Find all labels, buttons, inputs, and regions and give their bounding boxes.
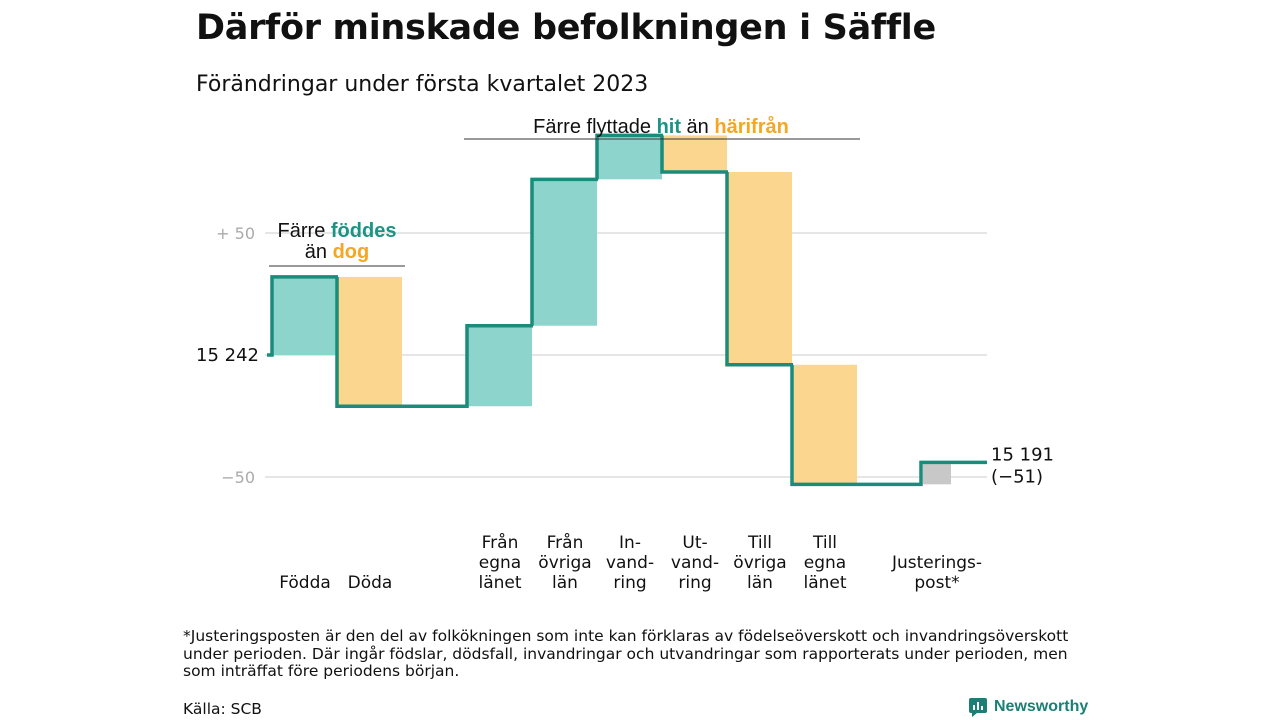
category-label: In- xyxy=(619,533,641,553)
chart-subtitle: Förändringar under första kvartalet 2023 xyxy=(196,72,649,97)
category-label: egna xyxy=(804,553,846,573)
annotation-part: dog xyxy=(333,241,370,263)
annotation-part: än xyxy=(305,241,333,263)
category-label: länet xyxy=(478,573,521,593)
waterfall-bar xyxy=(598,135,662,180)
newsworthy-logo-icon xyxy=(969,698,987,717)
waterfall-bar xyxy=(923,462,951,485)
y-tick-label: −50 xyxy=(221,468,255,487)
category-label: län xyxy=(552,573,578,593)
annotation-part: Färre xyxy=(278,220,331,242)
start-value-label: 15 242 xyxy=(196,345,259,366)
waterfall-bar xyxy=(338,276,402,407)
annotation-part: Färre flyttade xyxy=(533,116,656,138)
category-label: Ut- xyxy=(682,533,707,553)
annotation-part: hit xyxy=(657,116,682,138)
annotation-part: än xyxy=(681,116,714,138)
category-label: län xyxy=(747,573,773,593)
annotation-part: härifrån xyxy=(714,115,788,138)
y-tick-label: + 50 xyxy=(216,224,255,243)
category-label: egna xyxy=(479,553,521,573)
annotation-born-vs-died-line1: Färre föddes xyxy=(278,220,397,242)
category-label: Till xyxy=(747,533,772,553)
waterfall-bar xyxy=(663,135,727,172)
waterfall-bar xyxy=(273,276,337,355)
category-label: vand- xyxy=(606,553,654,573)
waterfall-bar xyxy=(728,172,792,365)
waterfall-bar xyxy=(533,179,597,326)
category-label: post* xyxy=(914,573,959,593)
category-label: Från xyxy=(482,532,519,553)
category-label: Från xyxy=(547,532,584,553)
end-change-label: (−51) xyxy=(991,466,1043,487)
source-note: Källa: SCB xyxy=(183,700,262,718)
category-label: länet xyxy=(803,573,846,593)
annotation-moves: Färre flyttade hit än härifrån xyxy=(533,115,789,138)
end-value-label: 15 191 xyxy=(991,444,1054,465)
category-label: Till xyxy=(812,533,837,553)
annotation-born-vs-died-line2: än dog xyxy=(305,241,369,263)
footnote: *Justeringsposten är den del av folkökni… xyxy=(183,627,1069,680)
category-label: Födda xyxy=(279,573,331,593)
category-label: övriga xyxy=(733,553,786,573)
waterfall-bar xyxy=(468,325,532,407)
category-label: Justerings- xyxy=(891,553,982,573)
category-label: ring xyxy=(613,573,646,593)
brand-name: Newsworthy xyxy=(994,698,1089,715)
brand-logo: Newsworthy xyxy=(968,697,1088,717)
category-label: Döda xyxy=(348,573,393,593)
annotation-part: föddes xyxy=(331,220,397,242)
category-label: vand- xyxy=(671,553,719,573)
category-label: ring xyxy=(678,573,711,593)
chart-title: Därför minskade befolkningen i Säffle xyxy=(196,8,936,48)
waterfall-bar xyxy=(793,364,857,485)
category-label: övriga xyxy=(538,553,591,573)
cumulative-step-line xyxy=(267,133,987,487)
